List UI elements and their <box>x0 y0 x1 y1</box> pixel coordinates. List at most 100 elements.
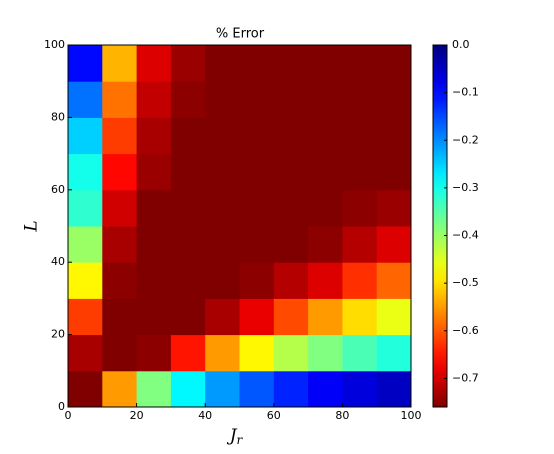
x-tick-label: 20 <box>130 409 144 422</box>
heat-cell <box>239 298 275 336</box>
heat-cell <box>239 117 275 155</box>
heat-cell <box>170 334 206 372</box>
heat-cell <box>205 45 240 82</box>
heat-cell <box>170 298 206 336</box>
x-tick-label: 60 <box>267 409 281 422</box>
colorbar-tick-label: −0.6 <box>452 324 479 337</box>
y-tick-label: 40 <box>51 255 65 268</box>
heat-cell <box>136 45 172 82</box>
heat-cell <box>342 189 378 227</box>
heat-cell <box>273 45 309 82</box>
heat-cell <box>376 226 412 263</box>
heat-cell <box>170 370 206 408</box>
heat-cell <box>68 189 103 227</box>
heat-cell <box>273 298 309 336</box>
heat-cell <box>205 262 240 299</box>
chart-title: % Error <box>216 27 265 42</box>
heat-cell <box>102 298 138 336</box>
heat-cell <box>273 189 309 227</box>
heat-cell <box>239 81 275 118</box>
heat-cell <box>308 81 343 118</box>
heat-cell <box>273 226 309 263</box>
heat-cell <box>205 226 240 263</box>
heat-cell <box>68 45 103 82</box>
y-tick-label: 20 <box>51 328 65 341</box>
heat-cell <box>136 81 172 118</box>
colorbar-tick-label: −0.5 <box>452 276 479 289</box>
heat-cell <box>68 81 103 118</box>
x-tick-label: 40 <box>198 409 212 422</box>
heat-cell <box>68 117 103 155</box>
heat-cell <box>136 189 172 227</box>
heat-cell <box>205 370 240 408</box>
heat-cell <box>342 262 378 299</box>
heat-cell <box>239 334 275 372</box>
heat-cell <box>308 334 343 372</box>
heat-cell <box>102 153 138 191</box>
heat-cell <box>376 334 412 372</box>
x-label-sub: r <box>237 433 244 447</box>
heat-cell <box>273 370 309 408</box>
y-axis-label: L <box>22 220 42 232</box>
heat-cell <box>68 298 103 336</box>
heat-cell <box>136 262 172 299</box>
heat-cell <box>102 81 138 118</box>
heat-cell <box>308 189 343 227</box>
heat-cell <box>170 262 206 299</box>
heat-cell <box>205 117 240 155</box>
heat-cell <box>273 117 309 155</box>
colorbar-tick-label: −0.1 <box>452 86 479 99</box>
heat-cell <box>136 226 172 263</box>
colorbar-tick-label: −0.7 <box>452 371 479 384</box>
heat-cell <box>376 45 412 82</box>
heat-cell <box>205 334 240 372</box>
heat-cell <box>170 45 206 82</box>
heat-cell <box>376 298 412 336</box>
heat-cell <box>68 226 103 263</box>
heat-cell <box>308 226 343 263</box>
heat-cell <box>102 262 138 299</box>
y-tick-label: 0 <box>58 400 65 413</box>
heat-cell <box>342 153 378 191</box>
heat-cell <box>308 370 343 408</box>
heat-cell <box>239 45 275 82</box>
heat-cell <box>136 334 172 372</box>
x-axis-label: Jr <box>227 426 244 447</box>
heat-cell <box>308 153 343 191</box>
heat-cell <box>239 262 275 299</box>
heat-cell <box>376 370 412 408</box>
heat-cell <box>308 262 343 299</box>
heat-cell <box>342 298 378 336</box>
heat-cell <box>102 45 138 82</box>
heat-cell <box>239 153 275 191</box>
heat-cell <box>102 226 138 263</box>
heat-cell <box>136 298 172 336</box>
y-tick-label: 100 <box>44 38 65 51</box>
colorbar-tick-label: −0.3 <box>452 181 479 194</box>
heat-cell <box>239 189 275 227</box>
heat-cell <box>273 262 309 299</box>
heat-cell <box>376 189 412 227</box>
colorbar-tick-label: −0.4 <box>452 229 479 242</box>
x-tick-label: 0 <box>65 409 72 422</box>
heat-cell <box>342 45 378 82</box>
heat-cell <box>376 262 412 299</box>
heat-cell <box>205 298 240 336</box>
heat-cell <box>273 153 309 191</box>
plot-frame <box>67 44 412 408</box>
heat-cell <box>102 370 138 408</box>
heat-cell <box>205 81 240 118</box>
heat-cell <box>308 45 343 82</box>
heat-cell <box>308 117 343 155</box>
x-tick-label: 100 <box>401 409 422 422</box>
heat-cell <box>273 334 309 372</box>
colorbar-tick-label: −0.2 <box>452 133 479 146</box>
heat-cell <box>102 117 138 155</box>
heat-cell <box>308 298 343 336</box>
colorbar <box>432 44 448 408</box>
heat-cell <box>205 189 240 227</box>
heat-cell <box>102 189 138 227</box>
heat-cell <box>342 226 378 263</box>
heat-cell <box>342 334 378 372</box>
